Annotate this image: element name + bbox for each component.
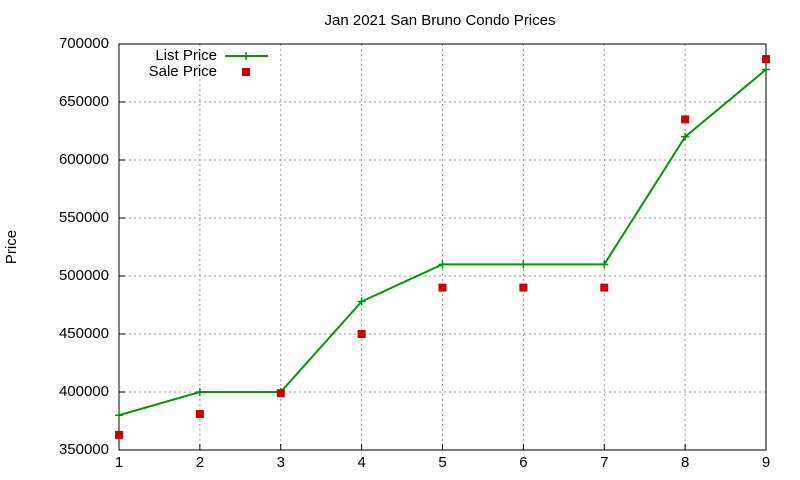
point [762, 55, 770, 64]
y-tick-label: 400000 [59, 383, 109, 400]
point [195, 410, 204, 419]
point [681, 132, 690, 141]
point [519, 283, 528, 292]
x-tick-label: 9 [762, 454, 770, 471]
x-tick-label: 7 [600, 454, 608, 471]
point [115, 430, 123, 439]
x-tick-label: 5 [438, 454, 446, 471]
y-tick-label: 500000 [59, 267, 109, 284]
series-line [118, 68, 767, 417]
x-tick-label: 3 [277, 454, 285, 471]
point [438, 283, 447, 292]
point [357, 330, 366, 338]
y-tick-label: 700000 [59, 35, 109, 52]
point [600, 260, 609, 269]
x-tick-label: 2 [196, 454, 204, 471]
x-tick-label: 8 [681, 454, 689, 471]
point [681, 115, 690, 124]
point [115, 411, 123, 420]
point [195, 388, 204, 396]
point [276, 389, 285, 398]
point [519, 260, 528, 269]
plot-frame [118, 43, 767, 451]
point [357, 297, 366, 306]
point [600, 283, 609, 292]
y-tick-label: 450000 [59, 325, 109, 342]
y-tick-label: 600000 [59, 151, 109, 168]
point [762, 65, 770, 74]
x-tick-label: 6 [519, 454, 527, 471]
x-tick-label: 1 [115, 454, 123, 471]
x-tick-label: 4 [357, 454, 365, 471]
legend-label: List Price [155, 47, 217, 64]
y-tick-label: 650000 [59, 93, 109, 110]
y-tick-label: 350000 [59, 441, 109, 458]
y-axis-label: Price [3, 230, 20, 264]
legend-marker [242, 52, 250, 60]
legend-marker [242, 68, 250, 76]
y-tick-label: 550000 [59, 209, 109, 226]
chart-title: Jan 2021 San Bruno Condo Prices [325, 12, 556, 29]
legend-label: Sale Price [149, 63, 217, 80]
point [438, 260, 447, 269]
